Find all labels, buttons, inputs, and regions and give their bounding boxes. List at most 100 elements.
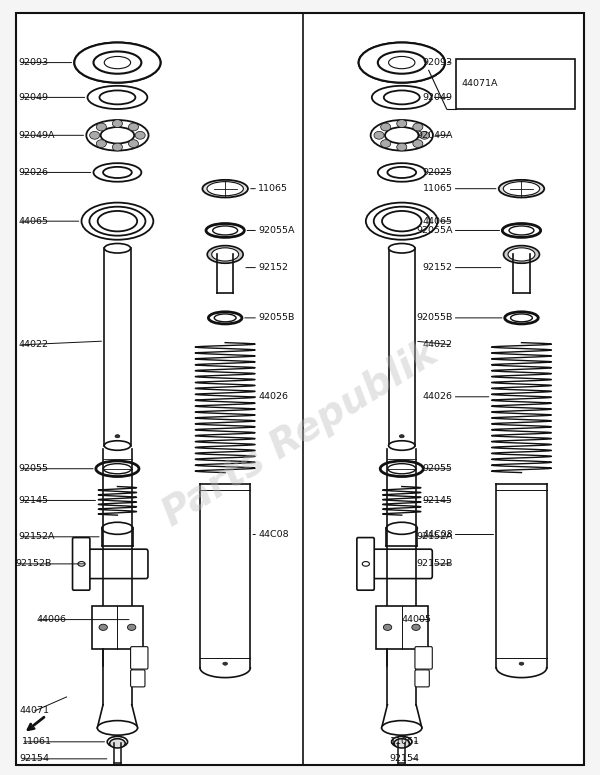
- Ellipse shape: [128, 140, 139, 147]
- Ellipse shape: [223, 662, 227, 665]
- Text: 92055: 92055: [422, 464, 452, 474]
- Ellipse shape: [74, 43, 161, 83]
- FancyBboxPatch shape: [415, 670, 430, 687]
- Ellipse shape: [380, 123, 391, 131]
- Ellipse shape: [135, 132, 145, 140]
- Ellipse shape: [413, 140, 423, 147]
- Text: 92055B: 92055B: [416, 313, 452, 322]
- Text: 92055: 92055: [19, 464, 49, 474]
- Ellipse shape: [382, 721, 422, 735]
- Ellipse shape: [102, 522, 133, 534]
- Ellipse shape: [389, 243, 415, 253]
- Text: Parts Republik: Parts Republik: [155, 334, 445, 534]
- Text: 92055B: 92055B: [258, 313, 295, 322]
- Ellipse shape: [115, 435, 120, 438]
- Ellipse shape: [378, 51, 426, 74]
- Text: 92145: 92145: [422, 496, 452, 505]
- FancyBboxPatch shape: [415, 646, 432, 669]
- Ellipse shape: [206, 223, 244, 237]
- Ellipse shape: [362, 562, 370, 567]
- Ellipse shape: [388, 167, 416, 178]
- Text: 92049A: 92049A: [19, 131, 55, 140]
- Ellipse shape: [383, 624, 392, 630]
- Ellipse shape: [96, 461, 139, 477]
- Ellipse shape: [400, 435, 404, 438]
- FancyBboxPatch shape: [87, 549, 148, 579]
- Ellipse shape: [503, 181, 539, 196]
- Ellipse shape: [104, 441, 131, 450]
- Bar: [376, 606, 428, 649]
- Ellipse shape: [94, 51, 142, 74]
- Ellipse shape: [394, 739, 410, 748]
- Ellipse shape: [378, 164, 426, 181]
- Text: 44026: 44026: [258, 392, 288, 401]
- Ellipse shape: [392, 736, 412, 747]
- Bar: [92, 606, 143, 649]
- Ellipse shape: [97, 140, 106, 147]
- Ellipse shape: [207, 246, 243, 264]
- FancyBboxPatch shape: [357, 538, 374, 591]
- FancyBboxPatch shape: [73, 538, 90, 591]
- Polygon shape: [359, 43, 445, 83]
- Ellipse shape: [397, 119, 407, 127]
- Ellipse shape: [103, 167, 132, 178]
- Text: 92026: 92026: [19, 168, 49, 177]
- Ellipse shape: [104, 57, 131, 69]
- Polygon shape: [74, 43, 161, 83]
- Text: 92154: 92154: [390, 754, 420, 763]
- Text: 11061: 11061: [22, 737, 52, 746]
- Text: 44071: 44071: [20, 706, 50, 715]
- Ellipse shape: [505, 312, 538, 324]
- Text: 92049: 92049: [422, 93, 452, 102]
- Text: 11065: 11065: [258, 184, 288, 193]
- Ellipse shape: [503, 246, 539, 264]
- Ellipse shape: [519, 662, 524, 665]
- Text: 44065: 44065: [422, 217, 452, 226]
- Ellipse shape: [100, 91, 136, 105]
- Ellipse shape: [389, 441, 415, 450]
- Text: 44006: 44006: [37, 615, 67, 624]
- Ellipse shape: [94, 164, 142, 181]
- Text: 92152: 92152: [258, 263, 288, 272]
- Ellipse shape: [380, 461, 424, 477]
- Ellipse shape: [397, 739, 407, 745]
- Ellipse shape: [101, 127, 134, 143]
- Text: 92025: 92025: [422, 168, 452, 177]
- Ellipse shape: [372, 86, 431, 109]
- Ellipse shape: [502, 223, 541, 237]
- Ellipse shape: [112, 739, 123, 745]
- Ellipse shape: [499, 180, 544, 198]
- Text: 92093: 92093: [422, 58, 452, 67]
- Ellipse shape: [208, 312, 242, 324]
- Text: 92049A: 92049A: [416, 131, 452, 140]
- Text: 92145: 92145: [19, 496, 49, 505]
- Ellipse shape: [103, 463, 131, 474]
- Ellipse shape: [110, 739, 125, 748]
- Ellipse shape: [88, 86, 148, 109]
- Ellipse shape: [385, 127, 419, 143]
- Ellipse shape: [384, 91, 420, 105]
- Ellipse shape: [112, 119, 122, 127]
- Ellipse shape: [511, 314, 532, 322]
- Ellipse shape: [378, 51, 426, 74]
- Ellipse shape: [104, 243, 131, 253]
- Text: 44022: 44022: [19, 340, 49, 350]
- Text: 92152A: 92152A: [416, 532, 452, 541]
- Text: 92154: 92154: [20, 754, 50, 763]
- Text: 44071A: 44071A: [461, 79, 498, 88]
- Ellipse shape: [374, 132, 384, 140]
- Ellipse shape: [78, 562, 85, 567]
- Ellipse shape: [98, 211, 137, 232]
- Ellipse shape: [508, 248, 535, 261]
- Ellipse shape: [94, 51, 142, 74]
- Ellipse shape: [212, 248, 239, 261]
- Ellipse shape: [397, 143, 407, 151]
- Text: 92152B: 92152B: [416, 560, 452, 568]
- Text: 11065: 11065: [422, 184, 452, 193]
- Ellipse shape: [86, 120, 149, 150]
- Ellipse shape: [74, 43, 161, 83]
- Text: 92055A: 92055A: [258, 226, 295, 235]
- Ellipse shape: [382, 211, 422, 232]
- Ellipse shape: [89, 132, 100, 140]
- Ellipse shape: [107, 736, 128, 747]
